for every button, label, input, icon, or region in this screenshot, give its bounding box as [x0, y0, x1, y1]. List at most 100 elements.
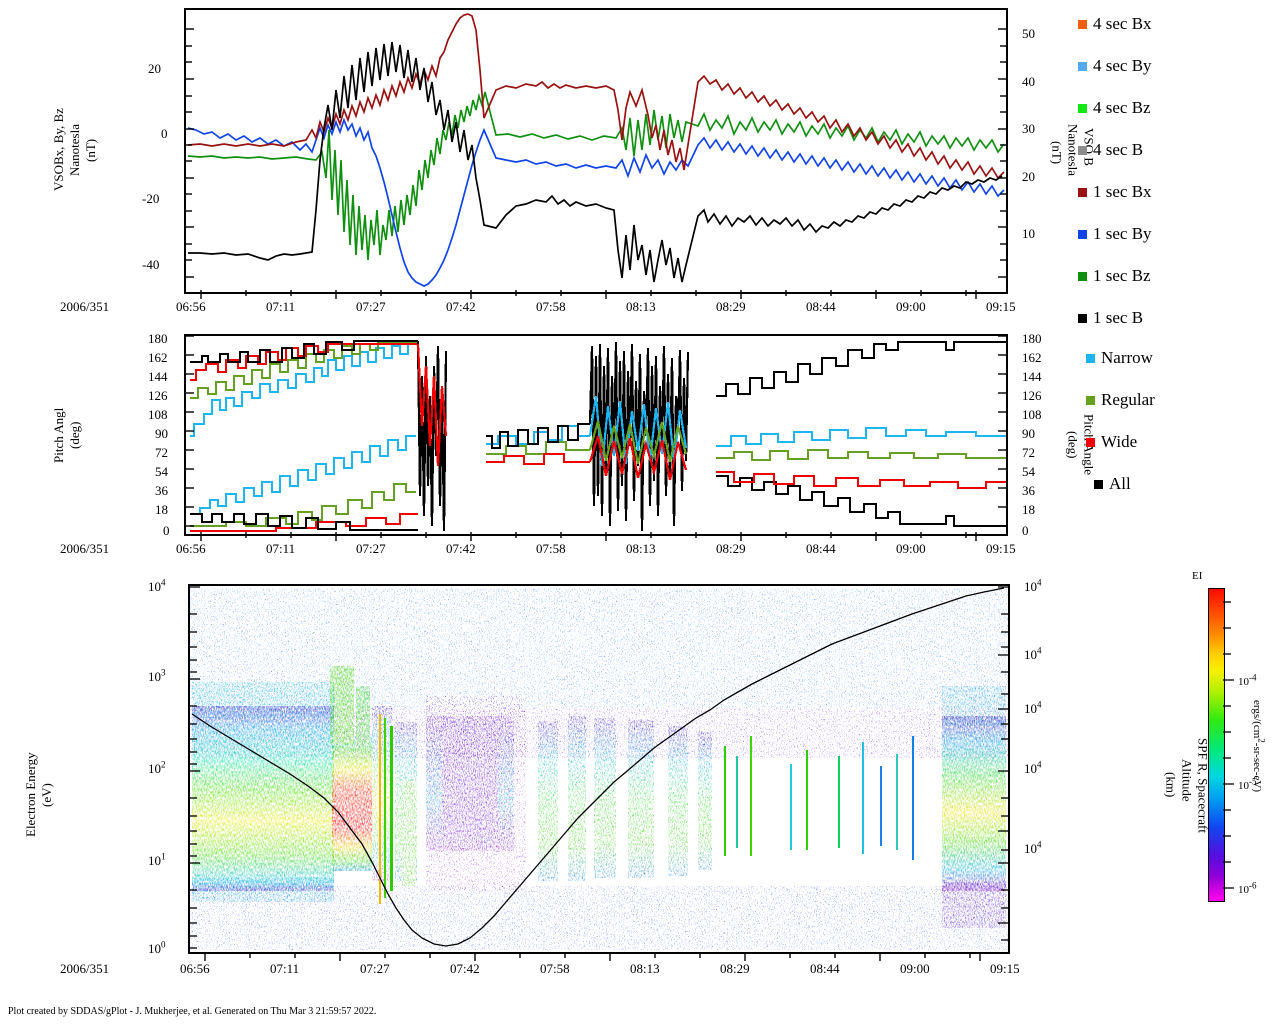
pitch-ytick-144: 144	[148, 369, 168, 384]
spec-xtick-9: 09:15	[990, 961, 1020, 976]
pitch-right-ytick-180: 180	[1022, 331, 1042, 346]
mag-ylabel-right-3: (nT)	[1049, 141, 1065, 165]
legend-swatch-1sec-b	[1078, 313, 1087, 323]
spec-xtick-8: 09:00	[900, 961, 930, 976]
legend-item-wide[interactable]: Wide	[1086, 432, 1137, 452]
pitch-ytick-0: 0	[163, 523, 170, 538]
series-regular-seg2	[486, 440, 590, 456]
spec-xtick-1: 07:11	[270, 961, 300, 976]
legend-label-regular: Regular	[1101, 390, 1155, 409]
pitch-ylabel-left: Pitch Angl	[51, 407, 66, 463]
legend-swatch-4sec-bx	[1078, 19, 1087, 29]
footer-credit: Plot created by SDDAS/gPlot - J. Mukherj…	[8, 1006, 377, 1017]
legend-item-all[interactable]: All	[1094, 474, 1131, 494]
mag-xtick-0: 06:56	[176, 299, 206, 314]
mag-xtick-8: 09:00	[896, 299, 926, 314]
colorbar-gradient	[1208, 588, 1225, 902]
pitch-angle-plot	[190, 339, 1006, 533]
legend-item-1sec-bx[interactable]: 1 sec Bx	[1078, 182, 1152, 202]
series-all-seg2	[486, 422, 590, 450]
mag-right-ytick-50: 50	[1022, 26, 1035, 41]
colorbar-tick-1e-5: 10-5	[1238, 776, 1257, 792]
spec-ylabel-left-2: (eV)	[39, 783, 54, 807]
series-regular-upper	[190, 340, 418, 400]
spec-ylabel-left: Electron Energy	[23, 752, 38, 838]
spec-xtick-7: 08:44	[810, 961, 840, 976]
pitch-right-ytick-108: 108	[1022, 407, 1042, 422]
series-all-lower	[190, 512, 418, 532]
spectrogram-final-halo	[942, 686, 1006, 928]
mag-right-ytick-40: 40	[1022, 74, 1035, 89]
spec-date-label: 2006/351	[60, 961, 110, 976]
mag-xtick-9: 09:15	[986, 299, 1016, 314]
series-regular-lower	[190, 482, 416, 528]
mag-right-ytick-30: 30	[1022, 121, 1035, 136]
series-1sec-b	[188, 41, 1003, 283]
pitch-ytick-72: 72	[155, 445, 168, 460]
spectrogram-patch-0740	[395, 722, 417, 886]
mag-xtick-6: 08:29	[716, 299, 746, 314]
legend-item-1sec-bz[interactable]: 1 sec Bz	[1078, 266, 1151, 286]
mag-ytick-20: 20	[148, 61, 161, 76]
mag-ylabel-left-3: (nT)	[83, 138, 98, 162]
spectrogram-stripes	[379, 714, 393, 904]
pitch-ytick-126: 126	[148, 388, 168, 403]
mag-xtick-1: 07:11	[266, 299, 296, 314]
pitch-xtick-8: 09:00	[896, 541, 926, 556]
pitch-right-ytick-72: 72	[1022, 445, 1035, 460]
spec-ylabel-right-3: (km)	[1163, 772, 1179, 798]
legend-label-4sec-b: 4 sec B	[1093, 140, 1144, 159]
series-1sec-bz	[187, 91, 1005, 261]
pitch-xtick-6: 08:29	[716, 541, 746, 556]
pitch-xaxis-ticks	[200, 532, 977, 541]
spec-ytick-1e4: 104	[148, 578, 166, 595]
legend-label-4sec-by: 4 sec By	[1093, 56, 1152, 75]
colorbar-tick-1e-4: 10-4	[1238, 672, 1257, 688]
legend-item-4sec-bx[interactable]: 4 sec Bx	[1078, 14, 1152, 34]
series-narrow-lower	[190, 434, 416, 516]
spectrogram-green-columns	[538, 716, 712, 881]
legend-label-wide: Wide	[1101, 432, 1138, 451]
spec-xtick-2: 07:27	[360, 961, 390, 976]
legend-item-4sec-by[interactable]: 4 sec By	[1078, 56, 1152, 76]
pitch-ytick-90: 90	[155, 426, 168, 441]
spec-right-ytick-2: 104	[1024, 700, 1042, 717]
spec-ytick-1e2: 102	[148, 760, 166, 777]
legend-item-4sec-b[interactable]: 4 sec B	[1078, 140, 1143, 160]
series-regular-turb2	[588, 420, 688, 465]
legend-item-narrow[interactable]: Narrow	[1086, 348, 1153, 368]
legend-item-1sec-b[interactable]: 1 sec B	[1078, 308, 1143, 328]
mag-ytick-0: 0	[161, 126, 168, 141]
mag-ylabel-right-2: Nanotesla	[1065, 124, 1081, 176]
spectrogram-burst-tail	[372, 706, 392, 881]
legend-label-all: All	[1109, 474, 1131, 493]
spec-xtick-4: 07:58	[540, 961, 570, 976]
legend-item-1sec-by[interactable]: 1 sec By	[1078, 224, 1152, 244]
legend-label-1sec-by: 1 sec By	[1093, 224, 1152, 243]
mag-xtick-2: 07:27	[356, 299, 386, 314]
spec-xtick-5: 08:13	[630, 961, 660, 976]
pitch-ylabel-left-2: (deg)	[67, 421, 82, 449]
series-wide-turbulent	[416, 343, 448, 467]
spec-right-ytick-0: 104	[1024, 578, 1042, 595]
pitch-date-label: 2006/351	[60, 541, 110, 556]
series-1sec-bx	[187, 13, 1005, 180]
spec-ylabel-right: SPF R, Spacecraft	[1195, 737, 1211, 833]
spectrogram-red-burst	[330, 666, 372, 871]
mag-axis-ticks	[186, 28, 1006, 278]
mag-right-ytick-10: 10	[1022, 226, 1035, 241]
legend-swatch-4sec-by	[1078, 61, 1087, 71]
mag-date-label: 2006/351	[60, 299, 110, 314]
legend-item-regular[interactable]: Regular	[1086, 390, 1155, 410]
series-wide-turb2	[588, 435, 688, 481]
pitch-right-ytick-162: 162	[1022, 350, 1042, 365]
spec-xtick-6: 08:29	[720, 961, 750, 976]
magnetic-field-panel	[184, 8, 1008, 294]
legend-item-4sec-bz[interactable]: 4 sec Bz	[1078, 98, 1151, 118]
spectrogram-thin-columns	[724, 736, 914, 860]
mag-ytick-minus40: -40	[142, 257, 160, 272]
electron-spectrogram-panel	[188, 584, 1010, 954]
legend-label-1sec-b: 1 sec B	[1093, 308, 1144, 327]
altitude-overlay-line	[191, 587, 1005, 947]
series-1sec-by	[187, 117, 1005, 287]
